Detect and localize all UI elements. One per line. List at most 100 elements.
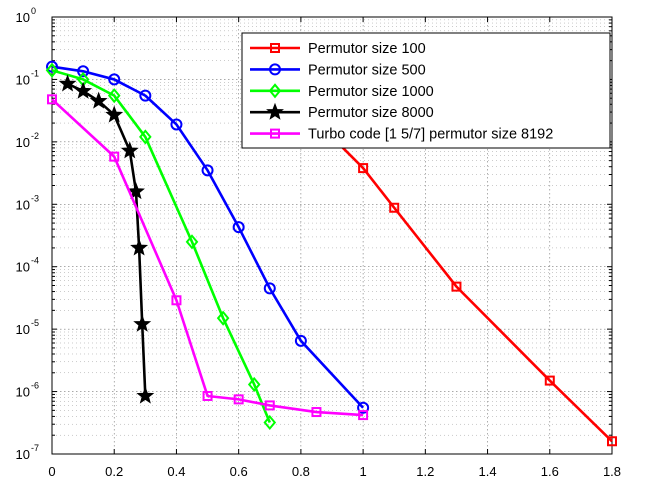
y-tick-exponent: -4 — [31, 256, 39, 266]
legend-marker — [269, 63, 281, 76]
data-point — [185, 234, 199, 250]
series-5 — [47, 94, 369, 421]
data-point — [130, 238, 149, 256]
series-4 — [58, 74, 155, 404]
data-point — [544, 375, 555, 386]
y-tick-base: 10 — [16, 322, 30, 337]
y-tick-label: 10 -3 — [16, 193, 39, 212]
legend-entry: Permutor size 500 — [250, 62, 426, 78]
series-line — [51, 65, 365, 409]
series-line — [67, 82, 147, 397]
y-tick-label: 10 -5 — [16, 318, 39, 337]
data-point — [294, 334, 307, 347]
data-point — [47, 94, 57, 105]
x-tick-labels: 0 0.2 0.4 0.6 0.8 1 1.2 1.4 1.6 1.8 — [48, 464, 621, 479]
legend-label: Permutor size 1000 — [308, 84, 434, 100]
data-point — [139, 89, 152, 102]
legend-marker — [266, 102, 284, 120]
x-tick-label: 0.6 — [230, 464, 248, 479]
data-point — [136, 386, 155, 404]
data-point — [451, 281, 462, 292]
data-point — [357, 401, 370, 414]
series-2 — [46, 60, 370, 414]
data-point — [105, 105, 124, 123]
y-tick-label: 10 0 — [16, 6, 36, 25]
data-point — [263, 414, 277, 431]
data-point — [74, 81, 93, 99]
data-point — [45, 62, 59, 78]
legend-entry: Permutor size 100 — [250, 41, 426, 57]
y-tick-exponent: -5 — [31, 318, 39, 328]
legend-label: Permutor size 500 — [308, 62, 426, 78]
legend-marker — [270, 43, 280, 53]
x-tick-label: 1.8 — [603, 464, 621, 479]
legend-entry: Turbo code [1 5/7] permutor size 8192 — [250, 127, 553, 143]
y-tick-base: 10 — [16, 447, 30, 462]
data-point — [247, 376, 261, 393]
data-point — [264, 400, 275, 411]
data-point — [263, 282, 276, 295]
data-point — [201, 164, 214, 177]
data-point — [108, 73, 121, 86]
data-point — [233, 394, 244, 405]
x-tick-label: 1.6 — [541, 464, 559, 479]
x-tick-label: 1.4 — [479, 464, 497, 479]
data-point — [139, 129, 152, 145]
y-tick-label: 10 -7 — [16, 443, 39, 462]
data-point — [170, 118, 183, 131]
y-tick-exponent: -7 — [31, 443, 39, 453]
data-point — [107, 88, 121, 104]
x-tick-label: 0 — [48, 464, 55, 479]
legend-entry: Permutor size 1000 — [250, 83, 434, 100]
data-point — [109, 151, 120, 162]
data-point — [127, 182, 145, 200]
series-line — [51, 98, 364, 417]
legend-entry: Permutor size 8000 — [250, 102, 434, 121]
x-tick-label: 0.8 — [292, 464, 310, 479]
data-point — [120, 141, 139, 159]
legend: Permutor size 100 Permutor size 500 Permut… — [241, 32, 611, 149]
y-tick-exponent: 0 — [31, 6, 36, 16]
y-tick-base: 10 — [16, 260, 30, 275]
y-tick-base: 10 — [16, 135, 30, 150]
series-3 — [45, 62, 277, 431]
y-tick-exponent: -2 — [31, 131, 39, 141]
data-point — [202, 390, 213, 401]
y-tick-base: 10 — [16, 10, 30, 25]
data-point — [133, 314, 152, 332]
x-tick-label: 0.4 — [167, 464, 185, 479]
x-tick-label: 1 — [359, 464, 366, 479]
data-point — [389, 202, 400, 213]
y-tick-label: 10 -6 — [16, 381, 39, 400]
data-point — [232, 221, 245, 234]
legend-marker — [268, 83, 282, 99]
data-point — [358, 163, 369, 174]
y-tick-base: 10 — [16, 385, 30, 400]
series-line — [51, 69, 271, 423]
x-tick-label: 1.2 — [416, 464, 434, 479]
legend-box — [241, 32, 611, 149]
plot-frame — [51, 16, 613, 455]
y-tick-label: 10 -2 — [16, 131, 39, 150]
x-tick-label: 0.2 — [105, 464, 123, 479]
legend-label: Turbo code [1 5/7] permutor size 8192 — [308, 127, 553, 143]
data-point — [216, 310, 230, 326]
data-point — [58, 74, 77, 92]
y-tick-label: 10 -1 — [16, 68, 39, 87]
legend-label: Permutor size 100 — [308, 41, 426, 57]
data-point — [77, 65, 90, 78]
data-point — [46, 60, 58, 73]
legend-marker — [270, 128, 280, 139]
y-tick-exponent: -6 — [31, 381, 39, 391]
data-point — [607, 436, 617, 447]
data-point — [171, 295, 182, 306]
data-point — [358, 410, 369, 421]
legend-label: Permutor size 8000 — [308, 105, 434, 121]
y-tick-exponent: -3 — [31, 193, 39, 203]
data-point — [311, 407, 322, 418]
y-tick-base: 10 — [16, 72, 30, 87]
data-point — [89, 91, 108, 109]
